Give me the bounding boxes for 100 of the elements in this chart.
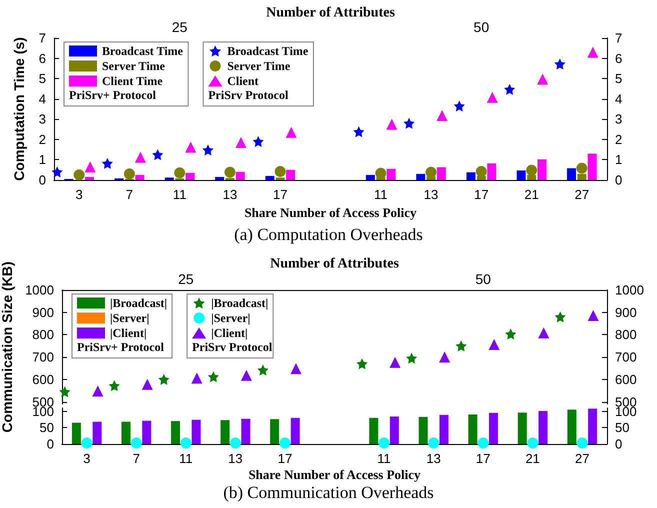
bar: [142, 420, 152, 444]
text: (b) Communication Overheads: [223, 483, 434, 502]
legend-label: Client: [227, 74, 259, 88]
y-tick-label: 700: [32, 350, 54, 365]
text: 50: [475, 271, 492, 287]
y-tick-label: 600: [32, 372, 54, 387]
x-tick-label: 27: [574, 451, 590, 466]
annotation: PriSrv Protocol: [192, 340, 273, 354]
text: 50: [474, 19, 490, 35]
legend-label: |Broadcast|: [211, 296, 268, 310]
bar: [72, 422, 81, 444]
x-tick-label: 21: [524, 187, 539, 202]
y-tick-label: 5: [38, 71, 46, 86]
y2-tick-label: 2: [615, 132, 622, 147]
text: 25: [178, 271, 194, 287]
y2-tick-label: 5: [615, 71, 622, 86]
bar: [171, 421, 180, 444]
bar: [286, 170, 296, 180]
bar: [290, 418, 300, 444]
text: 25: [172, 19, 188, 35]
y-tick-label: 4: [38, 91, 46, 106]
bar: [236, 172, 245, 180]
x-tick-label: 17: [272, 187, 288, 202]
bar: [92, 422, 102, 444]
bar: [567, 168, 576, 180]
bar: [588, 408, 598, 444]
legend-label: |Broadcast|: [110, 296, 168, 310]
y-tick-label: 0: [38, 172, 46, 188]
bar: [436, 167, 446, 180]
bar: [121, 422, 130, 444]
y-tick-label: 1000: [25, 282, 54, 298]
bar: [537, 159, 546, 180]
y-axis-title: Computation Time (s): [11, 37, 27, 181]
x2-axis-title: Number of Attributes: [266, 6, 396, 20]
bar: [366, 174, 375, 180]
x-tick-label: 27: [574, 187, 590, 202]
legend-label: Server Time: [227, 59, 291, 73]
x-tick-label: 17: [474, 187, 489, 202]
x-tick-label: 13: [424, 187, 438, 202]
bar: [215, 176, 224, 180]
y2-tick-label: 600: [615, 372, 637, 387]
legend-label: |Client|: [110, 326, 147, 340]
bar: [390, 416, 399, 444]
bar: [418, 416, 428, 444]
bar: [84, 176, 94, 180]
y2-tick-label: 6: [615, 50, 622, 66]
x-tick-label: 11: [179, 451, 193, 466]
x-tick-label: 17: [278, 451, 292, 466]
legend-label: |Server|: [110, 311, 150, 325]
legend-label: Server Time: [102, 59, 166, 73]
bar: [518, 412, 527, 444]
bar: [135, 174, 144, 180]
y-axis-title: Communication Size (KB): [0, 261, 16, 433]
x-tick-label: 17: [476, 451, 490, 466]
y2-tick-label: 0: [615, 436, 622, 452]
y2-tick-label: 900: [615, 304, 637, 320]
x-tick-label: 13: [426, 451, 441, 466]
y2-tick-label: 50: [615, 420, 630, 436]
bar: [369, 418, 378, 444]
x-tick-label: 11: [374, 187, 388, 202]
bar: [220, 420, 230, 444]
bar: [538, 410, 548, 444]
y2-tick-label: 7: [615, 30, 622, 46]
x-tick-label: 11: [172, 187, 186, 202]
y-tick-label: 50: [40, 420, 54, 436]
y2-tick-label: 1000: [615, 282, 644, 298]
bar: [439, 414, 448, 444]
legend-label: |Server|: [211, 311, 250, 325]
annotation: PriSrv+ Protocol: [69, 88, 157, 102]
bar: [468, 414, 478, 444]
y2-tick-label: 4: [615, 91, 622, 106]
y2-tick-label: 700: [615, 350, 637, 365]
y-tick-label: 1: [38, 152, 46, 168]
bar: [192, 420, 201, 444]
legend-label: Broadcast Time: [227, 44, 309, 58]
legend-label: Broadcast Time: [102, 44, 184, 58]
bar: [516, 170, 526, 180]
bar: [265, 176, 274, 180]
x-tick-label: 11: [377, 451, 391, 466]
y2-tick-label: 800: [615, 327, 637, 342]
x-tick-label: 3: [76, 187, 83, 202]
x-tick-label: 7: [126, 187, 134, 202]
legend-label: Client Time: [102, 74, 164, 88]
x-tick-label: 3: [83, 451, 90, 466]
x-axis-title: Share Number of Access Policy: [248, 467, 422, 482]
bar: [487, 163, 496, 180]
text: (a) Computation Overheads: [234, 225, 423, 244]
bar: [567, 410, 576, 444]
bar: [386, 168, 396, 180]
y-tick-label: 6: [38, 50, 46, 66]
x2-axis-title: Number of Attributes: [270, 256, 400, 272]
y-tick-label: 2: [38, 132, 46, 147]
x-tick-label: 7: [132, 451, 140, 466]
bar: [588, 154, 597, 180]
bar: [488, 412, 498, 444]
x-tick-label: 21: [525, 451, 540, 466]
x-tick-label: 13: [228, 451, 243, 466]
bar: [241, 418, 250, 444]
y-tick-label: 7: [38, 30, 46, 46]
y-tick-label: 3: [38, 112, 46, 127]
